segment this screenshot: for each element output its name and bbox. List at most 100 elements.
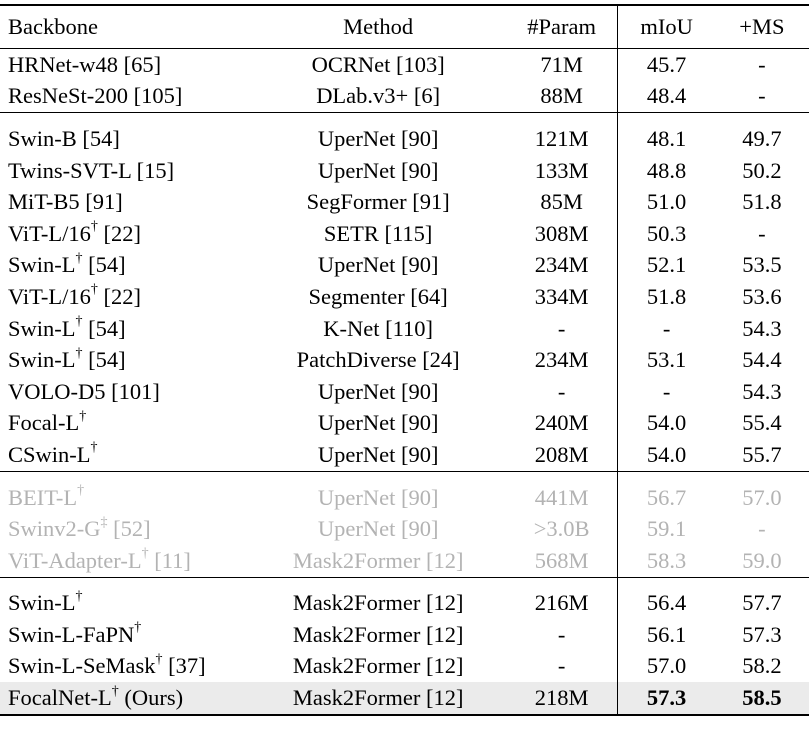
- table-row: MiT-B5 [91] SegFormer [91] 85M 51.0 51.8: [0, 186, 809, 218]
- cell-miou: 54.0: [617, 439, 715, 472]
- header-param: #Param: [527, 14, 596, 39]
- cell-param: 133M: [534, 157, 589, 183]
- cell-miou: 58.3: [617, 544, 715, 578]
- cell-param: 308M: [534, 220, 589, 246]
- backbone-ref: (Ours): [118, 685, 184, 711]
- backbone-mark: †: [155, 651, 163, 667]
- cell-param: 240M: [534, 410, 589, 436]
- backbone-ref: [11]: [148, 547, 191, 573]
- cell-backbone: ViT-Adapter-L† [11]: [0, 544, 251, 578]
- backbone-ref: [22]: [97, 220, 141, 246]
- cell-method: UperNet [90]: [317, 410, 439, 436]
- backbone-mark: †: [141, 546, 149, 562]
- table-row: Twins-SVT-L [15] UperNet [90] 133M 48.8 50.2: [0, 154, 809, 187]
- backbone-mark: †: [75, 314, 83, 330]
- cell-ms: 58.5: [714, 682, 809, 716]
- cell-miou: 56.4: [617, 577, 715, 620]
- backbone-mark: †: [90, 440, 98, 456]
- cell-backbone: Swin-L† [54]: [0, 344, 251, 376]
- cell-method: SegFormer [91]: [306, 189, 450, 215]
- table-row: BEIT-L† UperNet [90] 441M 56.7 57.0: [0, 471, 809, 514]
- cell-method: Mask2Former [12]: [250, 544, 506, 578]
- cell-miou: 56.7: [617, 471, 715, 514]
- cell-backbone: Swinv2-G‡ [52]: [0, 513, 251, 545]
- cell-miou: 51.8: [617, 281, 715, 313]
- cell-method: K-Net [110]: [323, 315, 434, 341]
- cell-method: UperNet [90]: [317, 157, 439, 183]
- table-row: HRNet-w48 [65] OCRNet [103] 71M 45.7 -: [0, 48, 809, 81]
- cell-param: 334M: [534, 283, 589, 309]
- cell-ms: 53.6: [742, 283, 782, 309]
- backbone-mark: †: [111, 683, 119, 699]
- cell-ms: 50.2: [742, 157, 782, 183]
- cell-backbone: FocalNet-L† (Ours): [0, 682, 251, 716]
- cell-miou: 48.1: [617, 112, 715, 155]
- backbone-name: Swin-L: [8, 347, 76, 373]
- backbone-name: ResNeSt-200 [105]: [8, 83, 183, 109]
- table-row: Swinv2-G‡ [52] UperNet [90] >3.0B 59.1 -: [0, 513, 809, 545]
- header-row: Backbone Method #Param mIoU +MS: [0, 5, 809, 49]
- cell-ms: 53.5: [742, 252, 782, 278]
- cell-ms: 54.3: [742, 315, 782, 341]
- table-row: CSwin-L† UperNet [90] 208M 54.0 55.7: [0, 439, 809, 472]
- table-row: Swin-L† [54] PatchDiverse [24] 234M 53.1 54.…: [0, 344, 809, 376]
- backbone-name: Swin-L-FaPN: [8, 621, 135, 647]
- backbone-ref: [54]: [82, 315, 126, 341]
- backbone-name: ViT-L/16: [8, 220, 91, 246]
- cell-param: -: [557, 315, 566, 341]
- cell-backbone: ViT-L/16† [22]: [0, 281, 251, 313]
- header-method: Method: [343, 14, 414, 39]
- cell-param: 216M: [534, 590, 589, 616]
- cell-miou: 48.4: [617, 80, 715, 114]
- cell-backbone: Swin-L† [54]: [0, 250, 251, 282]
- cell-method: UperNet [90]: [317, 378, 439, 404]
- cell-backbone: CSwin-L†: [0, 439, 251, 472]
- backbone-name: Focal-L: [8, 410, 80, 436]
- backbone-ref: [37]: [162, 653, 206, 679]
- cell-param: >3.0B: [533, 516, 590, 542]
- cell-miou: 57.3: [617, 682, 715, 716]
- cell-ms: 49.7: [742, 125, 782, 151]
- backbone-ref: [22]: [97, 283, 141, 309]
- cell-param: 71M: [540, 51, 583, 77]
- backbone-mark: ‡: [100, 514, 108, 530]
- backbone-mark: †: [90, 282, 98, 298]
- cell-ms: 51.8: [742, 189, 782, 215]
- cell-method: UperNet [90]: [317, 252, 439, 278]
- backbone-mark: †: [77, 483, 85, 499]
- cell-backbone: VOLO-D5 [101]: [0, 376, 251, 408]
- cell-method: OCRNet [103]: [311, 51, 445, 77]
- backbone-name: VOLO-D5 [101]: [8, 378, 160, 404]
- backbone-mark: †: [75, 588, 83, 604]
- backbone-name: Swin-L-SeMask: [8, 653, 156, 679]
- backbone-mark: †: [75, 345, 83, 361]
- table-row: ResNeSt-200 [105] DLab.v3+ [6] 88M 48.4-: [0, 80, 809, 114]
- cell-param: -: [557, 378, 566, 404]
- table-row: Swin-L† [54] UperNet [90] 234M 52.1 53.5: [0, 249, 809, 282]
- cell-miou: 50.3: [617, 217, 715, 250]
- cell-backbone: Twins-SVT-L [15]: [0, 155, 251, 187]
- results-table: Backbone Method #Param mIoU +MS HRNet-w4…: [0, 4, 809, 716]
- backbone-mark: †: [90, 219, 98, 235]
- backbone-name: Swin-L: [8, 590, 76, 616]
- cell-param: 218M: [505, 682, 618, 716]
- cell-miou: 53.1: [617, 344, 715, 376]
- cell-ms: -: [758, 516, 766, 542]
- backbone-mark: †: [75, 250, 83, 266]
- cell-backbone: Swin-L-FaPN†: [0, 619, 251, 651]
- cell-miou: 57.0: [617, 650, 715, 683]
- backbone-name: MiT-B5 [91]: [8, 189, 123, 215]
- table-row: Swin-L† [54] K-Net [110] - - 54.3: [0, 312, 809, 345]
- cell-ms: -: [758, 51, 766, 77]
- table-row: Swin-L-FaPN† Mask2Former [12] - 56.1 57.3: [0, 619, 809, 651]
- cell-backbone: Swin-B [54]: [0, 113, 251, 155]
- cell-ms: -: [714, 80, 809, 114]
- backbone-name: Swin-B [54]: [8, 125, 120, 151]
- cell-method: DLab.v3+ [6]: [250, 80, 506, 114]
- backbone-name: ViT-L/16: [8, 283, 91, 309]
- backbone-name: Twins-SVT-L [15]: [8, 157, 175, 183]
- cell-backbone: Swin-L-SeMask† [37]: [0, 651, 251, 683]
- table-row: ViT-L/16† [22] Segmenter [64] 334M 51.8 53.6: [0, 281, 809, 313]
- header-ms: +MS: [739, 14, 785, 39]
- table-row: VOLO-D5 [101] UperNet [90] - - 54.3: [0, 375, 809, 408]
